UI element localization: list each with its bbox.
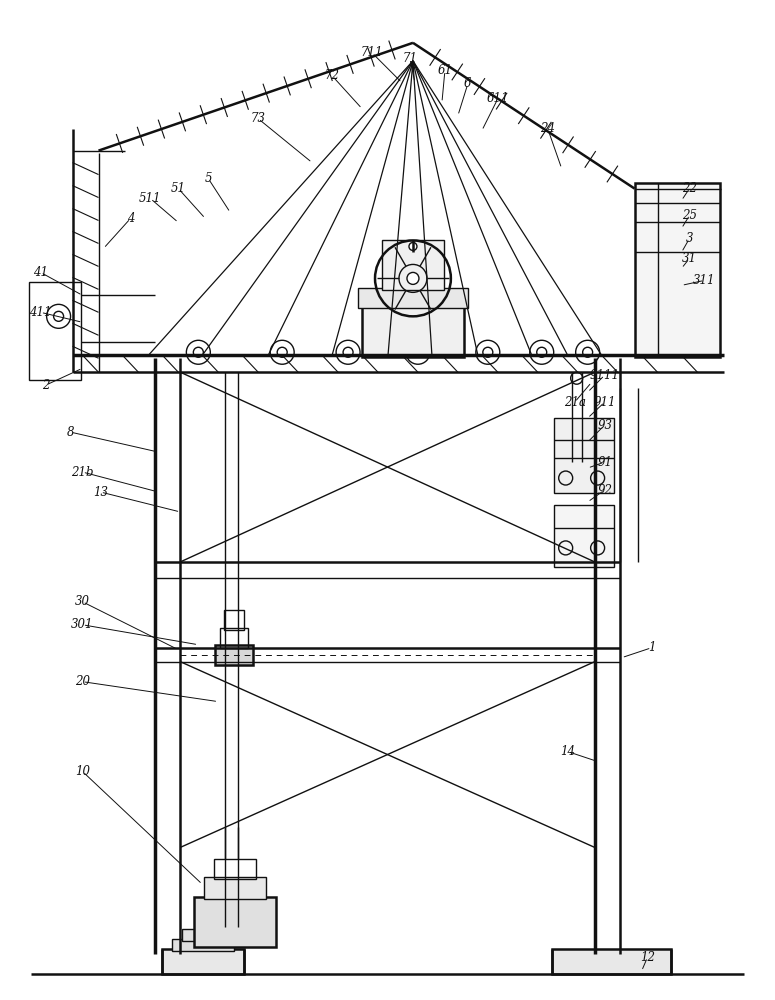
Text: 61: 61 xyxy=(437,64,453,77)
Text: 511: 511 xyxy=(140,192,162,205)
Text: 5: 5 xyxy=(205,172,212,185)
Bar xyxy=(635,183,721,357)
Circle shape xyxy=(407,272,419,284)
Text: 21a: 21a xyxy=(563,396,586,409)
Bar xyxy=(215,859,257,879)
Bar xyxy=(29,282,81,380)
Bar xyxy=(553,505,614,567)
Text: 311: 311 xyxy=(693,274,715,287)
Text: 92: 92 xyxy=(597,484,612,497)
Text: 4: 4 xyxy=(126,212,134,225)
Text: 20: 20 xyxy=(75,675,90,688)
Circle shape xyxy=(583,347,593,357)
Text: 71: 71 xyxy=(402,52,418,65)
Circle shape xyxy=(483,347,493,357)
Text: 9111: 9111 xyxy=(590,369,619,382)
Text: 2: 2 xyxy=(42,379,50,392)
Text: 30: 30 xyxy=(75,595,90,608)
Circle shape xyxy=(570,372,583,384)
Bar xyxy=(362,305,464,357)
Text: 411: 411 xyxy=(29,306,52,319)
Bar xyxy=(553,418,614,493)
Text: 10: 10 xyxy=(75,765,90,778)
Circle shape xyxy=(413,347,423,357)
Bar xyxy=(552,949,671,974)
Bar xyxy=(172,939,234,951)
Text: 93: 93 xyxy=(597,419,612,432)
Text: 25: 25 xyxy=(682,209,697,222)
Text: 711: 711 xyxy=(361,46,384,59)
Text: 31: 31 xyxy=(682,252,697,265)
Bar xyxy=(358,288,468,308)
Circle shape xyxy=(277,347,288,357)
Text: 8: 8 xyxy=(67,426,74,439)
Text: 41: 41 xyxy=(33,266,48,279)
Text: 6: 6 xyxy=(464,77,472,90)
Circle shape xyxy=(409,242,417,250)
Bar xyxy=(224,610,244,630)
Text: 301: 301 xyxy=(71,618,94,631)
Text: 21b: 21b xyxy=(71,466,94,479)
Text: 3: 3 xyxy=(686,232,693,245)
Circle shape xyxy=(537,347,546,357)
Bar xyxy=(195,897,276,947)
Bar xyxy=(220,628,248,648)
Text: 1: 1 xyxy=(648,641,656,654)
Bar xyxy=(382,240,444,290)
Bar xyxy=(215,645,253,665)
Text: 13: 13 xyxy=(93,486,108,499)
Text: 12: 12 xyxy=(640,951,655,964)
Text: 91: 91 xyxy=(597,456,612,469)
Text: 72: 72 xyxy=(325,69,339,82)
Text: 22: 22 xyxy=(682,182,697,195)
Bar xyxy=(182,929,224,941)
Text: 73: 73 xyxy=(251,112,266,125)
Circle shape xyxy=(53,311,64,321)
Text: 611: 611 xyxy=(487,92,509,105)
Text: 14: 14 xyxy=(560,745,575,758)
Text: 24: 24 xyxy=(540,122,555,135)
Text: 911: 911 xyxy=(594,396,616,409)
Circle shape xyxy=(193,347,203,357)
Circle shape xyxy=(343,347,353,357)
Bar xyxy=(163,949,244,974)
Bar xyxy=(205,877,267,899)
Text: 51: 51 xyxy=(170,182,186,195)
